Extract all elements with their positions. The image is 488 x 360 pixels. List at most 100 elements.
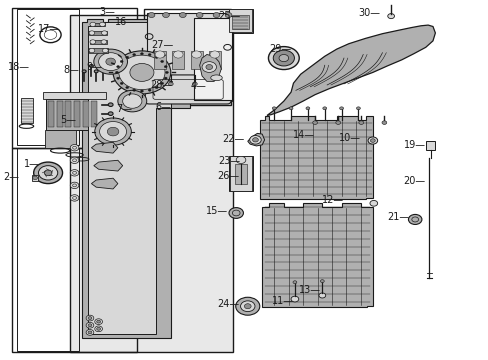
Circle shape xyxy=(90,22,96,27)
Circle shape xyxy=(356,107,360,110)
Bar xyxy=(43,92,105,99)
Circle shape xyxy=(88,317,92,319)
Circle shape xyxy=(202,62,216,72)
Bar xyxy=(228,156,252,192)
Circle shape xyxy=(86,315,94,321)
Bar xyxy=(144,9,230,105)
Circle shape xyxy=(89,48,95,53)
Text: 24—: 24— xyxy=(217,299,239,309)
Text: 14—: 14— xyxy=(292,130,314,140)
Polygon shape xyxy=(94,160,122,171)
Circle shape xyxy=(273,50,294,66)
Bar xyxy=(70,15,232,352)
Bar xyxy=(228,9,252,33)
Circle shape xyxy=(209,51,219,58)
Text: 29—: 29— xyxy=(268,44,290,54)
Polygon shape xyxy=(91,142,118,153)
Circle shape xyxy=(95,326,102,332)
Polygon shape xyxy=(91,178,118,189)
Circle shape xyxy=(387,14,394,19)
Circle shape xyxy=(33,176,38,180)
Bar xyxy=(91,101,97,127)
Circle shape xyxy=(100,22,105,27)
Bar xyxy=(65,101,71,127)
Circle shape xyxy=(102,48,108,53)
Ellipse shape xyxy=(210,75,222,81)
Bar xyxy=(208,51,221,69)
Circle shape xyxy=(224,13,231,18)
Text: 5—: 5— xyxy=(60,116,76,126)
Circle shape xyxy=(108,103,113,107)
Circle shape xyxy=(290,296,298,302)
Bar xyxy=(57,101,62,127)
Bar xyxy=(194,15,232,101)
Bar xyxy=(20,98,33,123)
Circle shape xyxy=(161,60,163,63)
Circle shape xyxy=(44,170,52,176)
Circle shape xyxy=(235,297,259,315)
Circle shape xyxy=(118,90,146,112)
Circle shape xyxy=(130,63,154,81)
Circle shape xyxy=(192,82,197,86)
Circle shape xyxy=(70,195,79,201)
Bar xyxy=(172,51,184,69)
Circle shape xyxy=(115,71,118,73)
Circle shape xyxy=(88,331,92,334)
Circle shape xyxy=(213,13,220,18)
Text: 15—: 15— xyxy=(206,206,228,216)
Circle shape xyxy=(148,89,151,91)
Circle shape xyxy=(279,54,288,62)
Bar xyxy=(48,101,54,127)
Circle shape xyxy=(97,320,101,323)
Circle shape xyxy=(335,121,340,125)
Circle shape xyxy=(318,293,325,298)
Circle shape xyxy=(95,319,102,324)
Bar xyxy=(12,148,137,352)
Circle shape xyxy=(148,13,155,18)
Circle shape xyxy=(108,112,113,116)
Circle shape xyxy=(70,157,79,163)
Circle shape xyxy=(249,135,261,144)
Bar xyxy=(74,101,80,127)
Circle shape xyxy=(148,54,151,56)
Circle shape xyxy=(125,86,128,89)
Circle shape xyxy=(179,13,186,18)
Circle shape xyxy=(113,51,170,94)
Text: 20—: 20— xyxy=(403,176,425,186)
Text: 23—: 23— xyxy=(218,156,240,166)
Text: 3—: 3— xyxy=(100,7,115,17)
Text: 2—: 2— xyxy=(3,172,19,182)
Text: 17—: 17— xyxy=(38,24,60,35)
Circle shape xyxy=(88,324,92,327)
Circle shape xyxy=(117,77,120,79)
Circle shape xyxy=(205,64,212,69)
Circle shape xyxy=(252,138,258,142)
Text: 28—: 28— xyxy=(150,80,172,90)
Circle shape xyxy=(228,208,243,219)
Circle shape xyxy=(312,121,317,125)
Circle shape xyxy=(164,66,167,68)
Circle shape xyxy=(292,281,296,284)
Bar xyxy=(425,140,434,149)
Circle shape xyxy=(39,166,58,180)
Text: 26—: 26— xyxy=(217,171,239,181)
Circle shape xyxy=(367,137,377,144)
Bar xyxy=(154,51,165,69)
Circle shape xyxy=(89,31,95,35)
Circle shape xyxy=(90,40,96,44)
Circle shape xyxy=(288,107,292,110)
Text: 19—: 19— xyxy=(403,140,425,150)
Bar xyxy=(234,164,246,184)
Circle shape xyxy=(94,70,98,73)
Circle shape xyxy=(155,86,158,89)
Text: 1—: 1— xyxy=(24,159,40,169)
Circle shape xyxy=(119,55,164,90)
Circle shape xyxy=(99,53,122,71)
Circle shape xyxy=(272,107,276,110)
Circle shape xyxy=(358,121,363,125)
Circle shape xyxy=(236,156,245,163)
Bar xyxy=(12,8,137,148)
Polygon shape xyxy=(266,25,434,116)
Circle shape xyxy=(100,122,126,141)
Circle shape xyxy=(191,51,201,58)
